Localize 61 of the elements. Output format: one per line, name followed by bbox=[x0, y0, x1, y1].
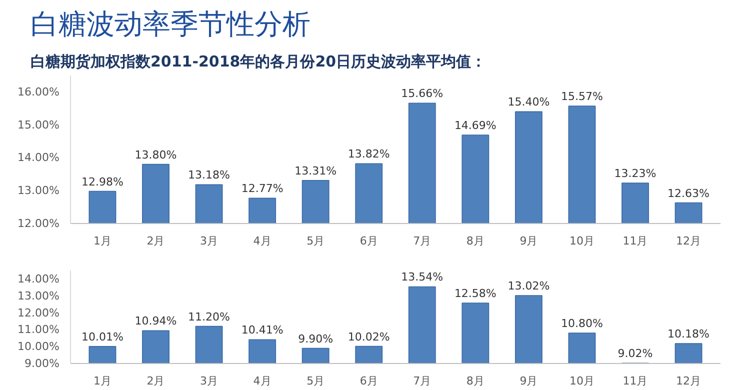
data-label: 12.63% bbox=[668, 186, 710, 200]
y-tick-label: 13.00% bbox=[18, 184, 60, 198]
data-label: 13.54% bbox=[401, 270, 444, 284]
x-tick-label: 5月 bbox=[306, 374, 325, 388]
y-tick-label: 13.00% bbox=[18, 289, 60, 302]
data-label: 13.80% bbox=[134, 148, 177, 162]
x-tick-label: 3月 bbox=[200, 234, 218, 248]
data-label: 13.02% bbox=[508, 280, 550, 293]
x-tick-label: 7月 bbox=[413, 374, 432, 388]
x-tick-label: 3月 bbox=[200, 374, 218, 388]
x-tick-label: 8月 bbox=[466, 234, 484, 248]
data-label: 10.41% bbox=[241, 324, 284, 337]
data-label: 10.80% bbox=[561, 317, 603, 330]
x-tick-label: 8月 bbox=[466, 374, 484, 388]
data-label: 13.23% bbox=[614, 167, 656, 180]
chart-title: 白糖波动率季节性分析 bbox=[30, 8, 310, 40]
data-label: 9.90% bbox=[298, 332, 334, 346]
x-tick-label: 2月 bbox=[146, 234, 165, 248]
x-tick-label: 4月 bbox=[253, 374, 272, 388]
x-tick-label: 9月 bbox=[520, 374, 538, 388]
y-tick-label: 10.00% bbox=[18, 340, 60, 354]
data-label: 13.31% bbox=[294, 164, 337, 178]
data-label: 10.94% bbox=[134, 314, 177, 328]
data-label: 10.02% bbox=[348, 330, 390, 344]
x-tick-label: 7月 bbox=[413, 234, 432, 248]
y-tick-label: 12.00% bbox=[18, 306, 60, 320]
data-label: 11.20% bbox=[188, 310, 230, 324]
data-label: 13.18% bbox=[188, 168, 230, 182]
data-label: 9.02% bbox=[618, 347, 653, 360]
x-tick-label: 1月 bbox=[93, 234, 112, 248]
data-label: 12.58% bbox=[454, 286, 496, 300]
y-tick-label: 15.00% bbox=[18, 118, 60, 132]
x-tick-label: 12月 bbox=[676, 374, 702, 388]
x-tick-label: 2月 bbox=[146, 374, 165, 388]
x-tick-label: 11月 bbox=[622, 234, 648, 248]
data-label: 12.77% bbox=[241, 182, 284, 196]
x-tick-label: 6月 bbox=[360, 374, 378, 388]
x-tick-label: 5月 bbox=[306, 234, 325, 248]
data-label: 15.40% bbox=[508, 96, 550, 109]
chart-subtitle: 白糖期货加权指数2011-2018年的各月份20日历史波动率平均值： bbox=[30, 52, 486, 70]
data-label: 15.66% bbox=[401, 87, 444, 100]
y-tick-label: 9.00% bbox=[24, 357, 60, 370]
x-tick-label: 10月 bbox=[569, 234, 594, 248]
data-label: 14.69% bbox=[454, 119, 496, 132]
x-tick-label: 11月 bbox=[622, 374, 648, 388]
y-tick-label: 14.00% bbox=[18, 272, 60, 286]
y-tick-label: 16.00% bbox=[18, 85, 60, 98]
x-tick-label: 1月 bbox=[93, 374, 112, 388]
x-tick-label: 6月 bbox=[360, 234, 378, 248]
x-tick-label: 4月 bbox=[253, 234, 272, 248]
data-label: 10.18% bbox=[668, 328, 710, 341]
x-tick-label: 10月 bbox=[569, 374, 594, 388]
data-label: 12.98% bbox=[81, 175, 124, 188]
y-tick-label: 11.00% bbox=[18, 323, 60, 336]
x-tick-label: 12月 bbox=[676, 234, 702, 248]
data-label: 15.57% bbox=[561, 90, 603, 104]
y-tick-label: 14.00% bbox=[18, 151, 60, 164]
y-tick-label: 12.00% bbox=[18, 217, 60, 230]
data-label: 10.01% bbox=[81, 330, 124, 344]
data-label: 13.82% bbox=[348, 148, 390, 161]
x-tick-label: 9月 bbox=[520, 234, 538, 248]
